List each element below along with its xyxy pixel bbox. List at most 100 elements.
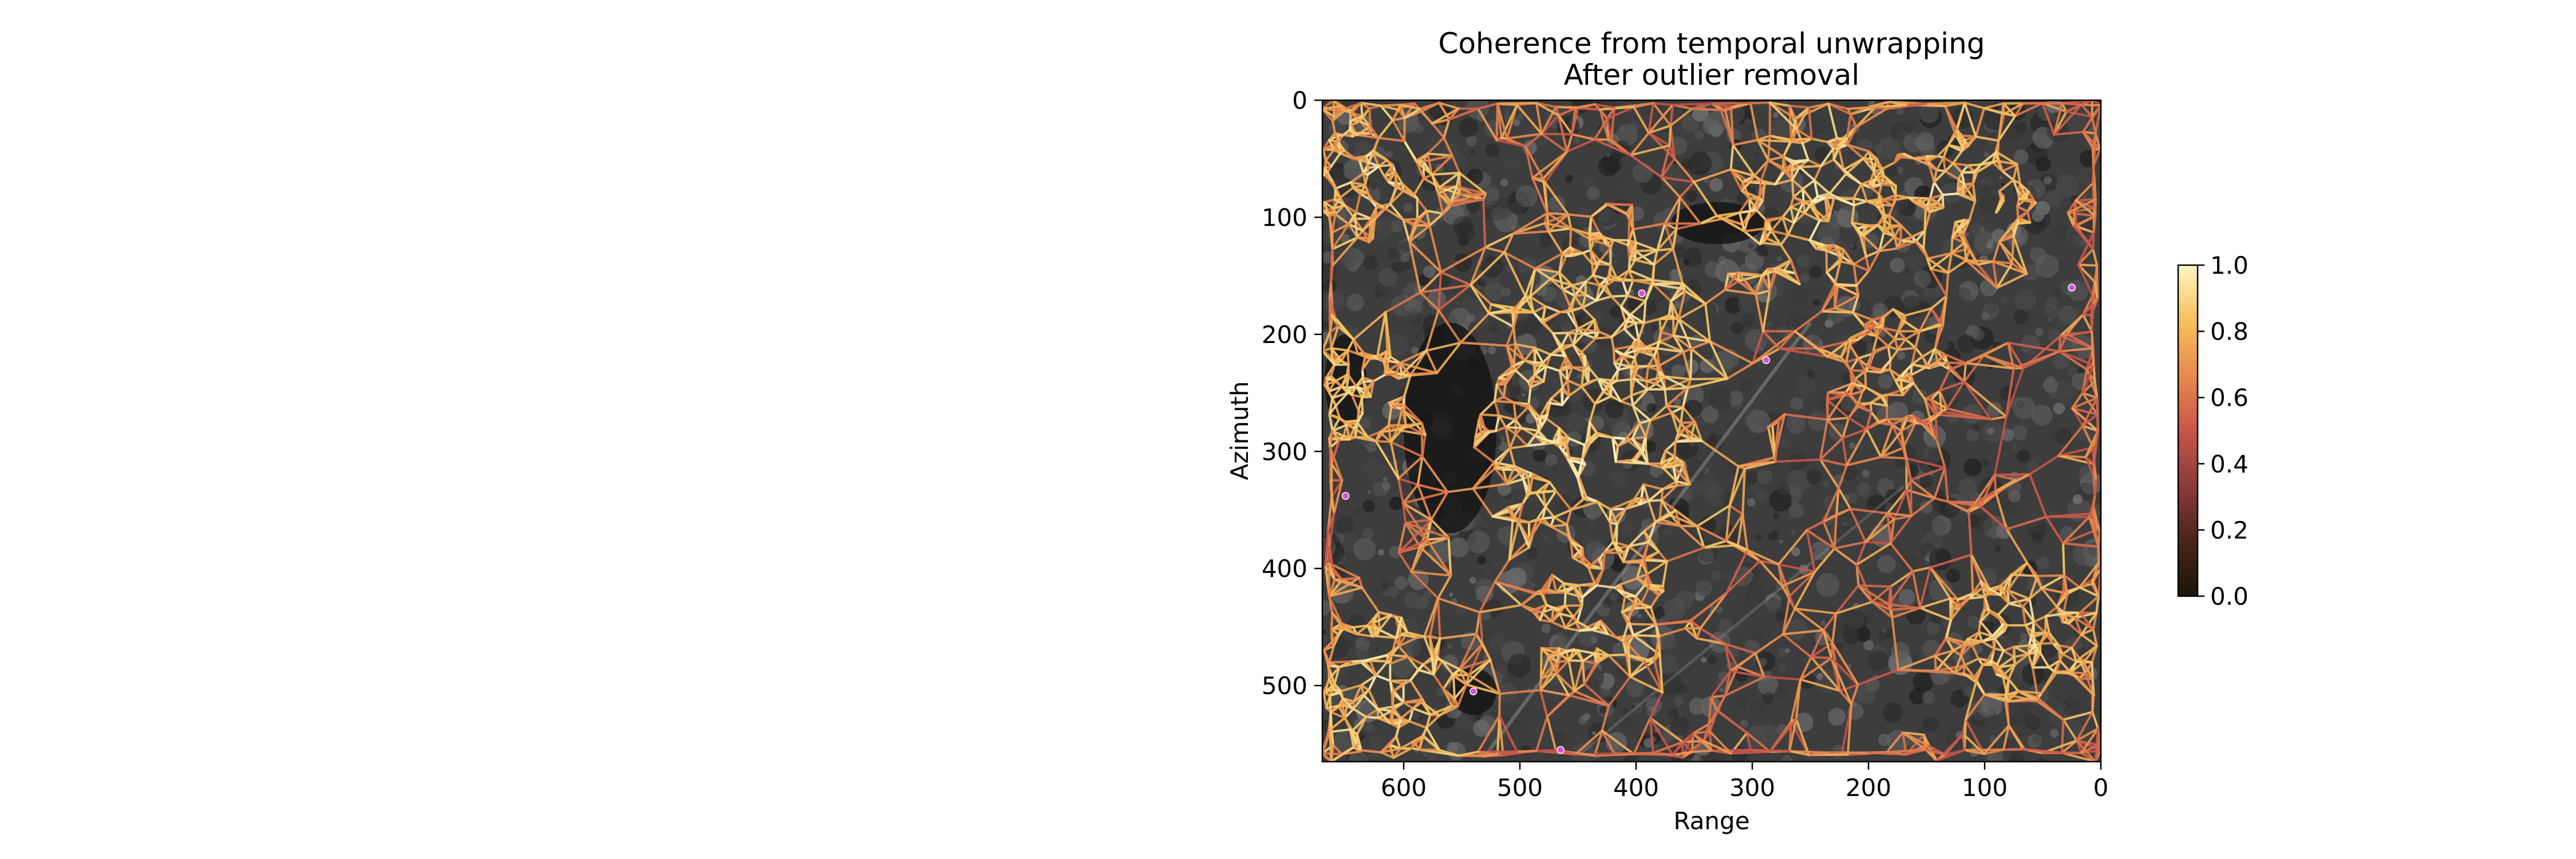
network-arc (1871, 585, 1892, 603)
amplitude-speckle (1481, 255, 1503, 278)
network-arc (1402, 483, 1419, 505)
network-arc (1439, 633, 1477, 640)
amplitude-speckle (1550, 632, 1567, 649)
amplitude-speckle (1716, 606, 1723, 613)
amplitude-speckle (1373, 291, 1381, 299)
network-arc (1672, 455, 1676, 468)
network-arc (1891, 616, 1899, 671)
amplitude-speckle (1515, 185, 1538, 207)
network-arc (1864, 250, 1880, 258)
amplitude-speckle (1700, 478, 1719, 497)
network-arc (1889, 514, 1913, 545)
amplitude-speckle (1362, 528, 1374, 540)
network-arc (1535, 491, 1547, 508)
network-arc (1512, 325, 1516, 346)
amplitude-speckle (1577, 208, 1589, 220)
network-arc (2058, 333, 2068, 353)
network-arc (1512, 230, 1550, 235)
network-arc (1708, 730, 1713, 752)
network-arc (1416, 455, 1424, 486)
network-arc (1361, 586, 1380, 613)
amplitude-speckle (1501, 640, 1525, 665)
amplitude-speckle (1923, 445, 1942, 464)
network-arc (1469, 246, 1487, 286)
network-arc (1652, 102, 1672, 127)
amplitude-speckle (1583, 176, 1595, 188)
network-arc (1693, 168, 1732, 183)
network-arc (1389, 440, 1400, 480)
amplitude-speckle (1684, 194, 1690, 200)
network-arc (2005, 367, 2025, 418)
network-arc (1581, 299, 1598, 309)
amplitude-speckle (1598, 346, 1608, 356)
network-arc (1791, 179, 1795, 199)
network-arc (1542, 178, 1549, 215)
amplitude-speckle (1785, 618, 1808, 641)
network-arc (1619, 294, 1629, 308)
network-arc (1935, 439, 1946, 469)
network-arc (1879, 424, 1894, 458)
amplitude-speckle (1789, 286, 1808, 305)
amplitude-speckle (2027, 734, 2041, 748)
amplitude-speckle (1907, 122, 1923, 138)
network-arc (1478, 604, 1523, 614)
amplitude-speckle (1735, 695, 1748, 708)
amplitude-speckle (1779, 539, 1783, 544)
network-arc (1631, 435, 1647, 440)
network-arc (1430, 518, 1450, 539)
network-arc (1819, 458, 1848, 467)
amplitude-speckle (1963, 458, 1982, 476)
amplitude-speckle (1848, 442, 1856, 449)
network-arc (1903, 307, 1933, 317)
network-arc (1781, 633, 1812, 659)
amplitude-speckle (2013, 396, 2036, 419)
amplitude-speckle (1863, 233, 1879, 249)
network-arc (1484, 246, 1506, 254)
network-arc (2061, 718, 2065, 754)
amplitude-speckle (1985, 302, 1997, 314)
network-arc (1997, 115, 2017, 142)
network-arc (1458, 643, 1484, 671)
amplitude-speckle (1807, 370, 1815, 379)
amplitude-speckle (1394, 576, 1408, 590)
network-arc (1468, 643, 1484, 676)
amplitude-speckle (2077, 368, 2084, 374)
network-arc (1425, 341, 1462, 352)
amplitude-speckle (1713, 432, 1724, 443)
network-arc (1724, 643, 1757, 655)
amplitude-speckle (1919, 474, 1933, 488)
network-arc (1820, 310, 1854, 314)
amplitude-speckle (1336, 516, 1354, 535)
amplitude-speckle (1887, 401, 1909, 423)
network-arc (2065, 330, 2093, 336)
network-arc (1384, 291, 1421, 314)
amplitude-speckle (2049, 424, 2065, 439)
amplitude-speckle (1850, 242, 1858, 250)
network-arc (1572, 328, 1579, 346)
network-arc (1724, 643, 1732, 672)
amplitude-speckle (1713, 141, 1717, 146)
network-arc (1610, 107, 1615, 141)
network-arc (1762, 242, 1782, 246)
network-arc (1911, 570, 1922, 609)
network-arc (1601, 729, 1635, 755)
amplitude-speckle (1962, 686, 1974, 697)
network-arc (1539, 689, 1570, 696)
network-arc (1596, 501, 1611, 524)
network-arc (1678, 180, 1696, 199)
network-arc (1993, 474, 1997, 493)
network-arc (1330, 325, 1340, 350)
network-arc (1974, 135, 2000, 142)
amplitude-speckle (1741, 313, 1755, 327)
amplitude-speckle (1773, 112, 1779, 118)
amplitude-speckle (1966, 428, 1980, 442)
amplitude-speckle (1531, 727, 1538, 734)
network-arc (1729, 669, 1765, 678)
amplitude-speckle (1564, 270, 1569, 275)
network-arc (2007, 678, 2020, 692)
amplitude-speckle (1362, 440, 1371, 448)
network-arc (1619, 394, 1633, 403)
amplitude-speckle (1747, 409, 1771, 434)
network-arc (1584, 293, 1598, 302)
amplitude-speckle (1427, 247, 1436, 257)
